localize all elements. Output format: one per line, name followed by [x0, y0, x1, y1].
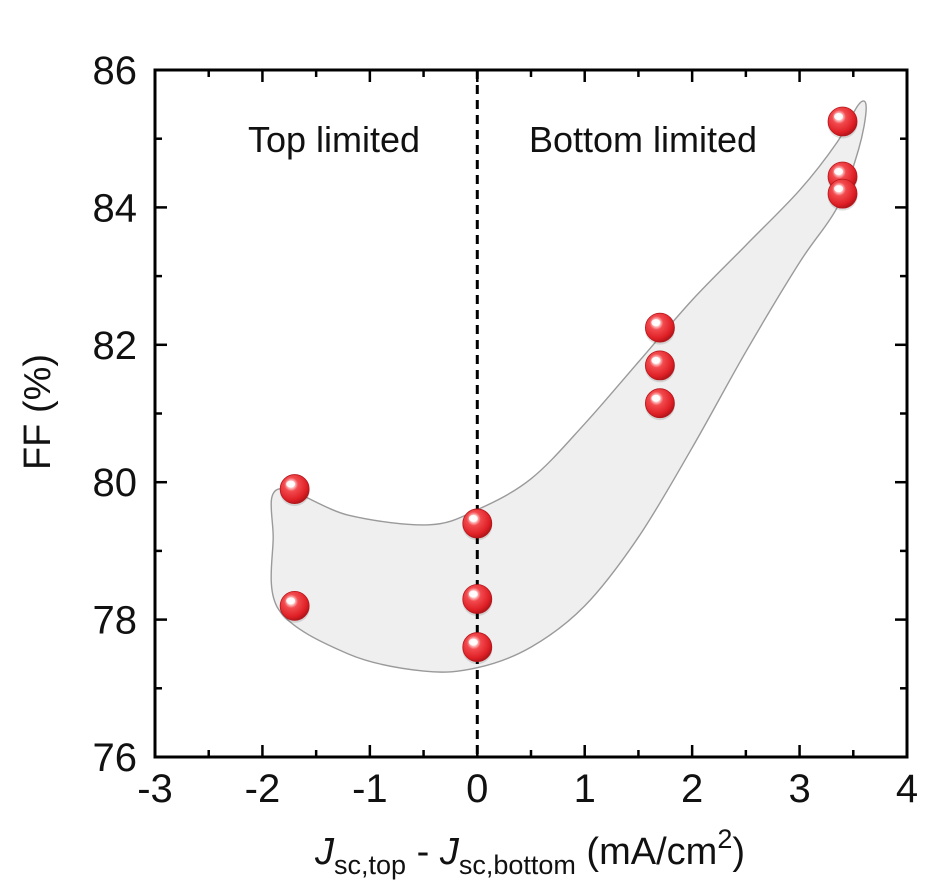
x-axis-title: Jsc,top - Jsc,bottom (mA/cm2) [314, 824, 745, 880]
plot-frame [153, 68, 909, 759]
y-tick-label: 84 [93, 186, 138, 230]
y-tick-label: 80 [93, 461, 138, 505]
x-tick-label: 3 [788, 767, 810, 811]
x-tick-label: 2 [681, 767, 703, 811]
x-tick-label: 4 [896, 767, 918, 811]
y-tick-label: 86 [93, 49, 138, 93]
data-point [462, 584, 493, 616]
data-point [644, 312, 675, 345]
data-point [279, 590, 310, 623]
data-point [462, 508, 493, 541]
data-point [827, 178, 858, 211]
y-tick-label: 76 [93, 736, 138, 780]
data-point [279, 474, 310, 507]
x-tick-label: 0 [466, 767, 488, 811]
x-tick-label: -3 [137, 767, 173, 811]
data-envelope-band [270, 100, 867, 673]
x-tick-label: -2 [245, 767, 281, 811]
axis-ticks [153, 68, 909, 759]
data-point [644, 350, 675, 383]
bottom-limited-label: Bottom limited [529, 119, 757, 160]
data-point [644, 388, 675, 421]
y-tick-label: 78 [93, 599, 138, 643]
x-tick-label: -1 [352, 767, 388, 811]
top-limited-label: Top limited [248, 119, 420, 160]
data-point [827, 106, 858, 139]
data-points [279, 106, 858, 665]
y-tick-labels: 76 78 80 82 84 86 [93, 49, 138, 780]
y-axis-title: FF (%) [17, 354, 59, 470]
data-point [462, 632, 493, 665]
x-tick-labels: -3 -2 -1 0 1 2 3 4 [137, 767, 918, 811]
x-tick-label: 1 [574, 767, 596, 811]
y-tick-label: 82 [93, 324, 138, 368]
